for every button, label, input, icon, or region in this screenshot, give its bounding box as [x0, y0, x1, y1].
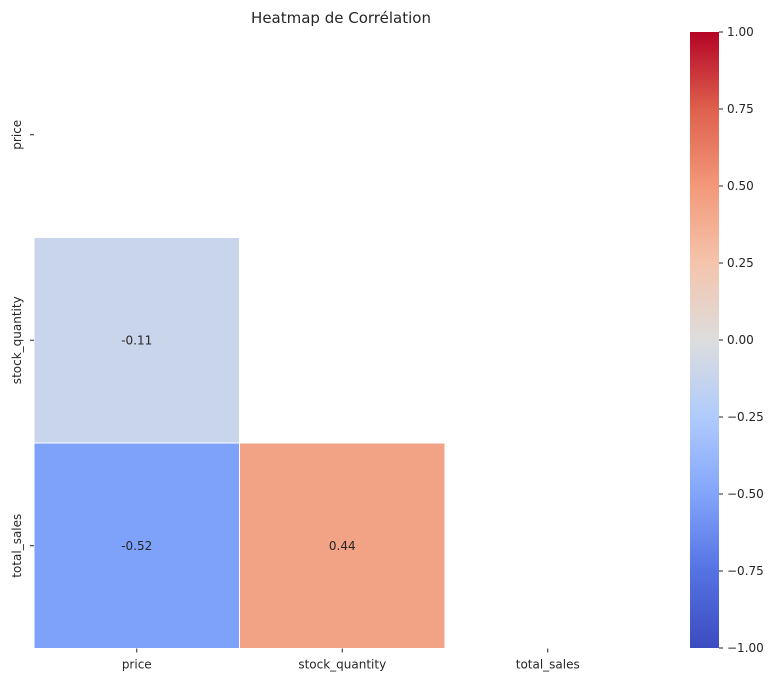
cell-annotation: 0.44: [329, 539, 356, 553]
y-tick-label: total_sales: [10, 514, 24, 578]
x-tick-label: stock_quantity: [298, 658, 386, 672]
colorbar-tick-label: −0.50: [727, 487, 764, 501]
x-axis: price stock_quantity total_sales: [122, 648, 580, 672]
colorbar: [690, 32, 719, 648]
x-tick-label: total_sales: [516, 658, 580, 672]
x-tick-label: price: [122, 658, 152, 672]
colorbar-tick-label: −0.75: [727, 564, 764, 578]
colorbar-tick-label: 0.00: [727, 333, 754, 347]
colorbar-tick-label: 1.00: [727, 25, 754, 39]
y-axis: price stock_quantity total_sales: [10, 120, 34, 578]
cell-annotations: -0.11 -0.52 0.44: [121, 333, 355, 553]
heatmap-cell: [33, 442, 240, 649]
colorbar-tick-label: 0.75: [727, 102, 754, 116]
colorbar-tick-label: −0.25: [727, 410, 764, 424]
y-tick-label: price: [10, 120, 24, 150]
heatmap-cells: [33, 237, 446, 649]
colorbar-tick-label: 0.25: [727, 256, 754, 270]
heatmap-cell: [33, 237, 240, 444]
cell-annotation: -0.52: [121, 539, 152, 553]
colorbar-ticks: 1.00 0.75 0.50 0.25 0.00 −0.25 −0.50 −0.75 −1.00: [719, 25, 764, 655]
y-tick-label: stock_quantity: [10, 296, 24, 384]
chart-title: Heatmap de Corrélation: [251, 9, 431, 27]
colorbar-tick-label: 0.50: [727, 179, 754, 193]
heatmap-cell: [239, 442, 446, 649]
colorbar-tick-label: −1.00: [727, 641, 764, 655]
cell-annotation: -0.11: [121, 333, 152, 347]
